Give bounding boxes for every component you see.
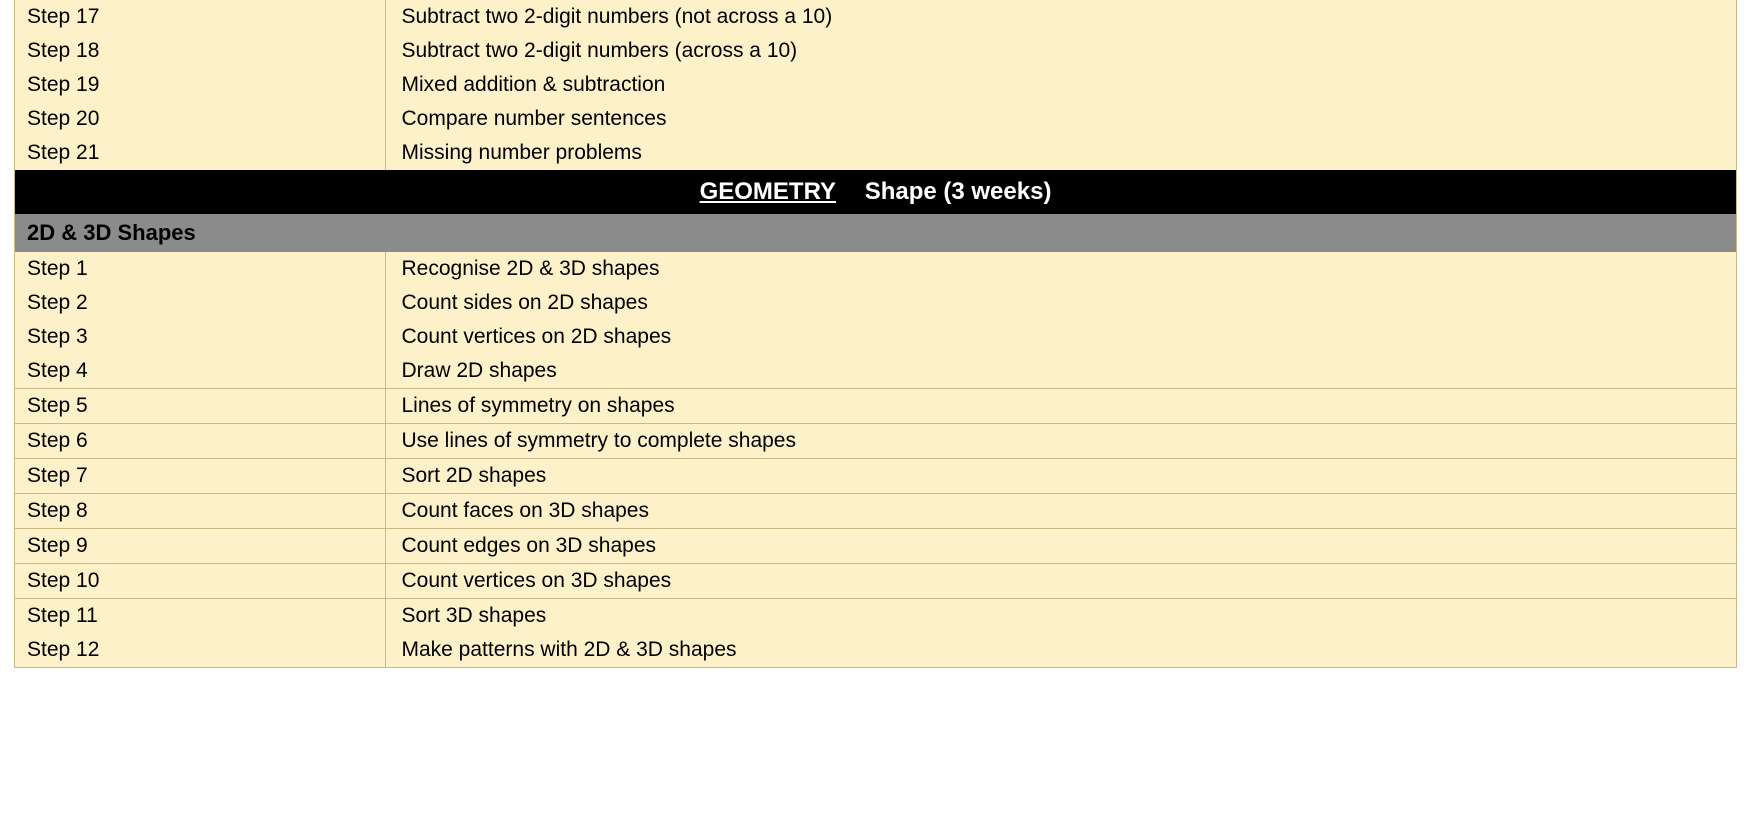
step-label: Step 8: [15, 494, 385, 529]
step-description: Count edges on 3D shapes: [385, 529, 1736, 564]
subsection-title: 2D & 3D Shapes: [15, 214, 1736, 252]
step-description: Count vertices on 2D shapes: [385, 320, 1736, 354]
table-row: Step 17 Subtract two 2-digit numbers (no…: [15, 0, 1736, 34]
section-header-cell: GEOMETRY Shape (3 weeks): [15, 170, 1736, 214]
table-row: Step 8 Count faces on 3D shapes: [15, 494, 1736, 529]
table-row: Step 1 Recognise 2D & 3D shapes: [15, 252, 1736, 286]
table-body: Step 17 Subtract two 2-digit numbers (no…: [15, 0, 1736, 667]
table-row: Step 11 Sort 3D shapes: [15, 599, 1736, 634]
table-row: Step 12 Make patterns with 2D & 3D shape…: [15, 633, 1736, 667]
table-row: Step 10 Count vertices on 3D shapes: [15, 564, 1736, 599]
step-description: Lines of symmetry on shapes: [385, 389, 1736, 424]
step-description: Count sides on 2D shapes: [385, 286, 1736, 320]
step-description: Use lines of symmetry to complete shapes: [385, 424, 1736, 459]
table-row: Step 2 Count sides on 2D shapes: [15, 286, 1736, 320]
step-label: Step 7: [15, 459, 385, 494]
step-label: Step 19: [15, 68, 385, 102]
step-label: Step 1: [15, 252, 385, 286]
table-row: Step 6 Use lines of symmetry to complete…: [15, 424, 1736, 459]
table-row: Step 3 Count vertices on 2D shapes: [15, 320, 1736, 354]
step-label: Step 3: [15, 320, 385, 354]
section-header-row: GEOMETRY Shape (3 weeks): [15, 170, 1736, 214]
table-row: Step 9 Count edges on 3D shapes: [15, 529, 1736, 564]
table-row: Step 7 Sort 2D shapes: [15, 459, 1736, 494]
curriculum-container: Step 17 Subtract two 2-digit numbers (no…: [14, 0, 1737, 668]
step-label: Step 20: [15, 102, 385, 136]
step-description: Draw 2D shapes: [385, 354, 1736, 389]
table-row: Step 5 Lines of symmetry on shapes: [15, 389, 1736, 424]
table-row: Step 20 Compare number sentences: [15, 102, 1736, 136]
step-label: Step 18: [15, 34, 385, 68]
table-row: Step 4 Draw 2D shapes: [15, 354, 1736, 389]
step-label: Step 4: [15, 354, 385, 389]
step-label: Step 10: [15, 564, 385, 599]
table-row: Step 18 Subtract two 2-digit numbers (ac…: [15, 34, 1736, 68]
step-label: Step 12: [15, 633, 385, 667]
step-description: Make patterns with 2D & 3D shapes: [385, 633, 1736, 667]
step-label: Step 6: [15, 424, 385, 459]
step-description: Count faces on 3D shapes: [385, 494, 1736, 529]
step-description: Compare number sentences: [385, 102, 1736, 136]
step-description: Missing number problems: [385, 136, 1736, 170]
table-row: Step 19 Mixed addition & subtraction: [15, 68, 1736, 102]
table-row: Step 21 Missing number problems: [15, 136, 1736, 170]
step-description: Subtract two 2-digit numbers (not across…: [385, 0, 1736, 34]
step-description: Mixed addition & subtraction: [385, 68, 1736, 102]
curriculum-table: Step 17 Subtract two 2-digit numbers (no…: [15, 0, 1736, 667]
step-description: Subtract two 2-digit numbers (across a 1…: [385, 34, 1736, 68]
step-label: Step 2: [15, 286, 385, 320]
section-detail: Shape (3 weeks): [865, 178, 1052, 205]
step-description: Sort 3D shapes: [385, 599, 1736, 634]
step-label: Step 11: [15, 599, 385, 634]
step-label: Step 9: [15, 529, 385, 564]
step-description: Recognise 2D & 3D shapes: [385, 252, 1736, 286]
step-label: Step 21: [15, 136, 385, 170]
step-description: Count vertices on 3D shapes: [385, 564, 1736, 599]
step-label: Step 17: [15, 0, 385, 34]
subsection-row: 2D & 3D Shapes: [15, 214, 1736, 252]
step-label: Step 5: [15, 389, 385, 424]
step-description: Sort 2D shapes: [385, 459, 1736, 494]
section-topic: GEOMETRY: [700, 178, 836, 205]
